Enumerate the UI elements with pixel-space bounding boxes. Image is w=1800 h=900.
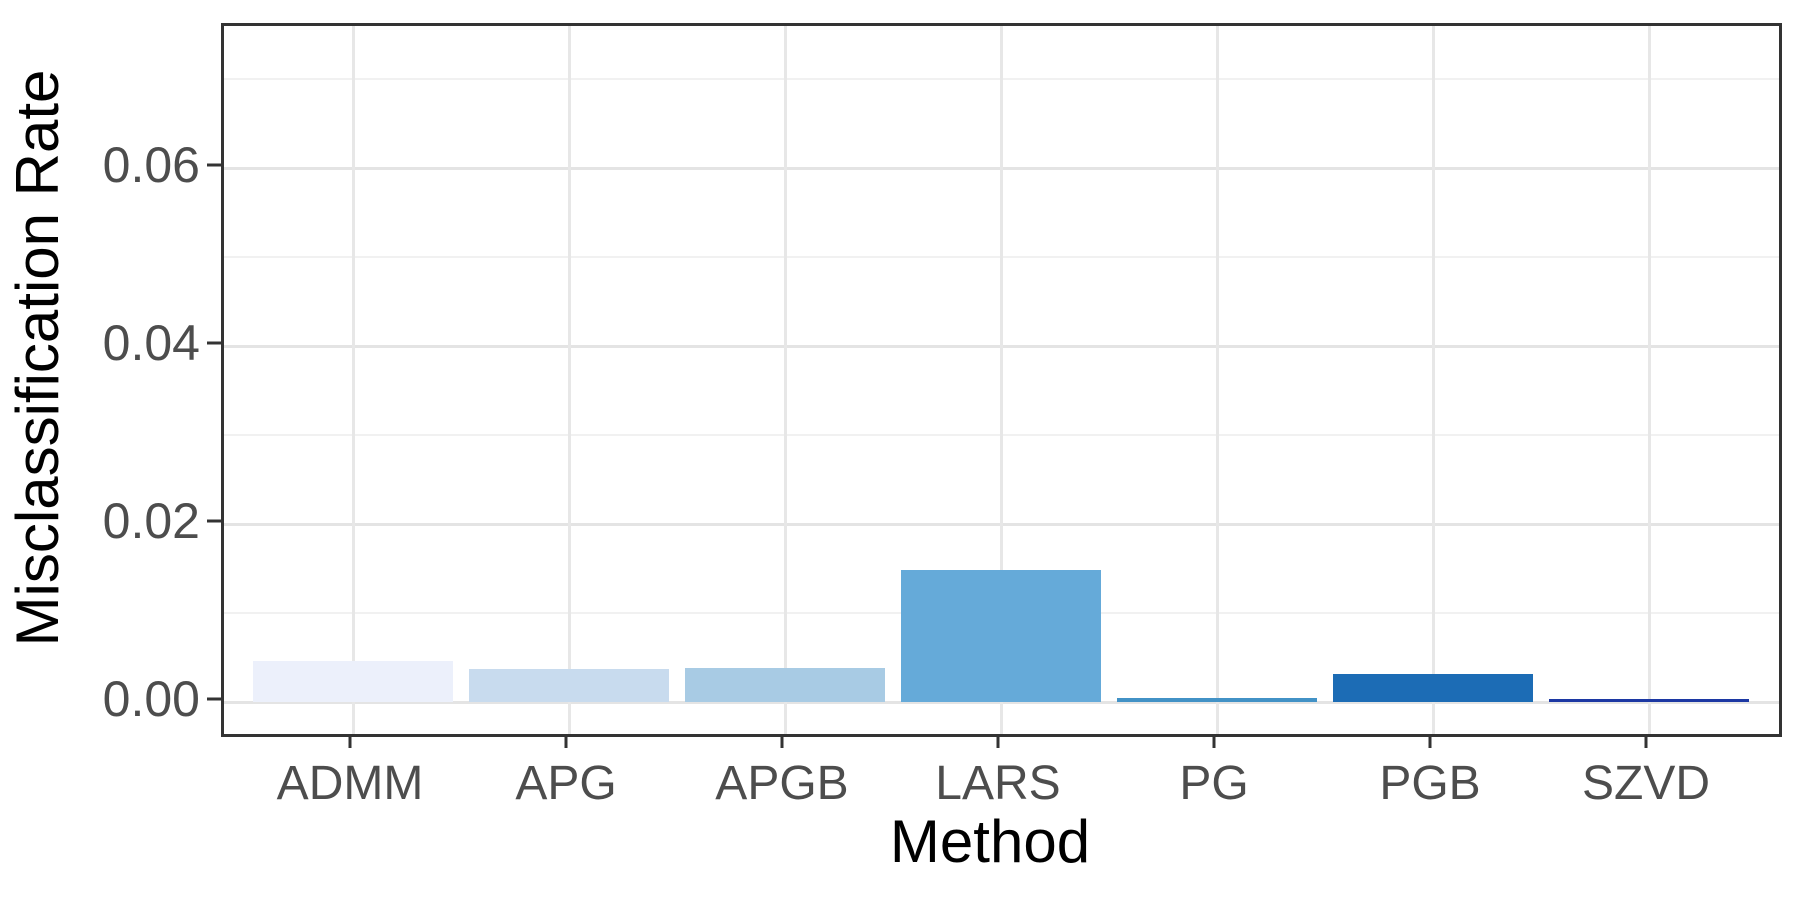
bar-pg xyxy=(1117,698,1317,702)
gridline-major-x-szvd xyxy=(1648,26,1651,734)
y-tick-mark-3 xyxy=(207,163,221,167)
gridline-major-x-pgb xyxy=(1432,26,1435,734)
x-tick-label-szvd: SZVD xyxy=(1581,757,1711,810)
x-tick-label-pg: PG xyxy=(1179,757,1249,810)
x-tick-mark-pg xyxy=(1212,734,1216,748)
bar-lars xyxy=(901,570,1101,702)
bar-apgb xyxy=(685,668,885,702)
x-tick-mark-apg xyxy=(564,734,568,748)
bar-admm xyxy=(253,661,453,702)
bar-pgb xyxy=(1333,674,1533,702)
x-tick-mark-pgb xyxy=(1428,734,1432,748)
gridline-major-x-lars xyxy=(1000,26,1003,734)
y-tick-label-2: 0.04 xyxy=(102,315,200,371)
y-tick-label-0: 0.00 xyxy=(102,671,200,727)
x-tick-label-pgb: PGB xyxy=(1379,757,1481,810)
gridline-major-x-admm xyxy=(352,26,355,734)
bar-apg xyxy=(469,669,669,702)
plot-panel xyxy=(221,23,1782,737)
gridline-major-x-pg xyxy=(1216,26,1219,734)
x-axis-title: Method xyxy=(889,808,1091,875)
y-tick-mark-2 xyxy=(207,341,221,345)
bar-szvd xyxy=(1549,699,1749,702)
y-tick-label-3: 0.06 xyxy=(102,137,200,193)
gridline-major-x-apg xyxy=(568,26,571,734)
x-tick-mark-apgb xyxy=(780,734,784,748)
gridline-major-x-apgb xyxy=(784,26,787,734)
x-tick-mark-lars xyxy=(996,734,1000,748)
x-tick-label-admm: ADMM xyxy=(276,757,424,810)
y-tick-mark-0 xyxy=(207,697,221,701)
y-tick-label-1: 0.02 xyxy=(102,493,200,549)
x-tick-label-lars: LARS xyxy=(935,757,1061,810)
y-tick-mark-1 xyxy=(207,519,221,523)
x-tick-label-apgb: APGB xyxy=(715,757,849,810)
x-tick-mark-admm xyxy=(348,734,352,748)
x-tick-mark-szvd xyxy=(1644,734,1648,748)
x-tick-label-apg: APG xyxy=(515,757,617,810)
